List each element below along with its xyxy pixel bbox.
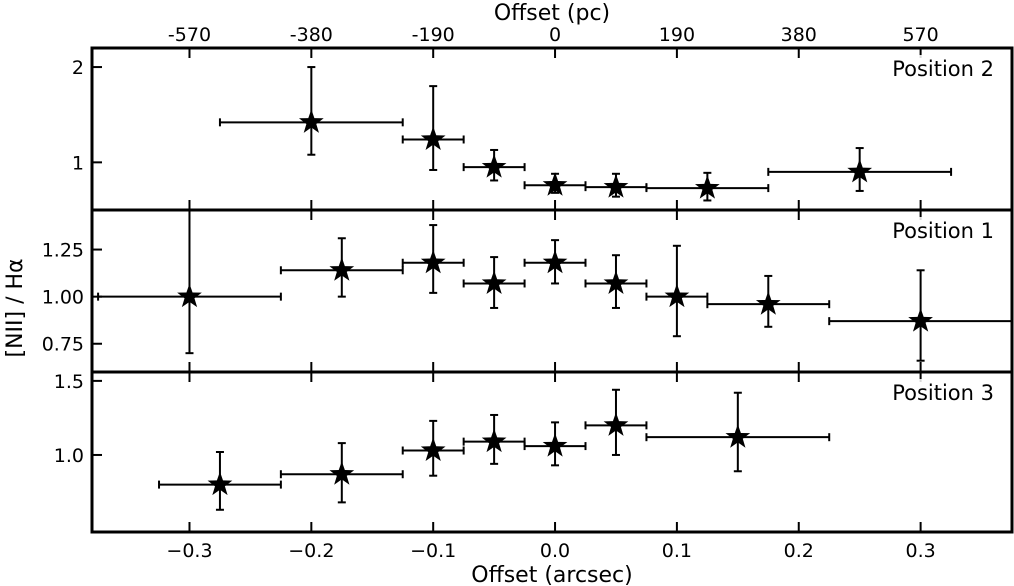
x-tick-label-bottom: −0.3	[166, 540, 212, 562]
star-marker	[725, 424, 751, 448]
panel-label-background	[888, 55, 998, 83]
panel-label-background	[888, 217, 998, 245]
data-point	[767, 147, 953, 192]
star-marker	[603, 174, 629, 198]
star-marker	[695, 175, 720, 199]
panel-frame	[90, 370, 1014, 534]
x-tick-label-top: -380	[290, 24, 333, 46]
data-point	[97, 209, 282, 355]
data-point	[158, 451, 282, 511]
star-marker	[420, 437, 446, 462]
panel-label: Position 1	[892, 219, 994, 243]
data-point	[584, 254, 648, 309]
y-tick-label: 2	[72, 57, 84, 79]
data-point	[584, 388, 648, 456]
star-marker	[603, 270, 629, 294]
plot-layer: 1 2 Position 2 0.75 1.00 1.25 Position 1 1.0 1.5…	[42, 24, 1014, 562]
star-marker	[481, 270, 507, 294]
y-axis-title: [NII] / Hα	[3, 258, 28, 357]
data-point	[462, 256, 526, 309]
data-point	[523, 421, 587, 467]
star-marker	[542, 433, 568, 457]
star-marker	[542, 172, 568, 196]
x-tick-label-bottom: 0.0	[540, 540, 570, 562]
data-point	[462, 413, 526, 465]
data-point	[523, 239, 587, 285]
data-point	[584, 172, 648, 198]
panel-label: Position 2	[892, 57, 994, 81]
data-point	[401, 419, 465, 477]
star-marker	[420, 126, 446, 150]
data-point	[401, 85, 465, 171]
data-point	[523, 172, 587, 196]
panel-2: 0.75 1.00 1.25 Position 1	[42, 208, 1014, 374]
x-tick-label-top: 0	[549, 24, 561, 46]
data-point	[279, 442, 404, 504]
x-tick-label-top: 380	[781, 24, 817, 46]
top-axis-title: Offset (pc)	[494, 1, 610, 26]
x-tick-label-top: -190	[412, 24, 455, 46]
panel-label: Position 3	[892, 381, 994, 405]
star-marker	[908, 308, 933, 332]
star-marker	[481, 428, 507, 453]
star-marker	[329, 257, 355, 281]
x-tick-label-top: -570	[168, 24, 211, 46]
y-tick-label: 1.00	[42, 287, 84, 309]
x-tick-label-top: 570	[902, 24, 938, 46]
star-marker	[847, 158, 873, 183]
data-point	[279, 237, 404, 298]
y-tick-label: 1.25	[42, 240, 84, 262]
panel-3: 1.0 1.5 Position 3	[54, 370, 1014, 534]
y-tick-label: 1	[72, 152, 84, 174]
y-tick-label: 1.5	[54, 371, 84, 393]
data-point	[828, 269, 1013, 362]
x-tick-label-bottom: 0.3	[905, 540, 935, 562]
star-marker	[664, 283, 690, 308]
data-point	[462, 148, 526, 182]
x-tick-label-bottom: −0.1	[410, 540, 456, 562]
star-marker	[542, 249, 568, 274]
star-marker	[298, 109, 324, 133]
data-point	[706, 274, 831, 328]
y-tick-label: 0.75	[42, 334, 84, 356]
star-marker	[481, 154, 507, 178]
data-point	[645, 244, 709, 338]
star-marker	[603, 412, 629, 436]
star-marker	[177, 283, 202, 308]
star-marker	[755, 291, 781, 315]
star-marker	[329, 461, 355, 485]
star-marker	[207, 471, 233, 496]
data-point	[218, 66, 404, 156]
x-tick-label-bottom: 0.1	[662, 540, 692, 562]
x-tick-label-top: 190	[659, 24, 695, 46]
data-point	[401, 224, 465, 294]
y-tick-label: 1.0	[54, 445, 84, 467]
star-marker	[420, 249, 446, 274]
bottom-axis-title: Offset (arcsec)	[471, 563, 633, 586]
data-point	[645, 391, 831, 473]
panel-frame	[90, 208, 1014, 374]
x-tick-label-bottom: −0.2	[288, 540, 334, 562]
panel-1: 1 2 Position 2	[72, 46, 1014, 212]
data-point	[645, 171, 770, 202]
panel-label-background	[888, 379, 998, 407]
x-tick-label-bottom: 0.2	[784, 540, 814, 562]
